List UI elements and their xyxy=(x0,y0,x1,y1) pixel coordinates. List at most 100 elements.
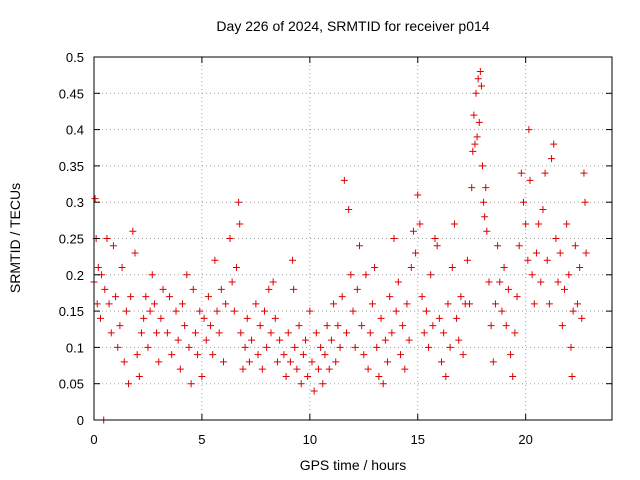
data-point xyxy=(537,278,545,286)
data-point xyxy=(567,343,575,351)
data-point xyxy=(237,329,245,337)
data-point xyxy=(191,329,199,337)
data-point xyxy=(135,372,143,380)
data-point xyxy=(230,307,238,315)
data-point xyxy=(263,343,271,351)
data-point xyxy=(552,235,560,242)
data-point xyxy=(286,358,294,366)
y-tick-label: 0.05 xyxy=(59,377,84,392)
data-point xyxy=(405,336,413,344)
data-point xyxy=(127,293,135,301)
data-point xyxy=(289,256,297,264)
x-tick-labels: 0 5 10 15 20 xyxy=(90,432,533,447)
data-point xyxy=(401,365,409,373)
data-point xyxy=(474,75,482,83)
data-point xyxy=(91,195,99,203)
data-point xyxy=(202,336,210,344)
data-point xyxy=(314,365,322,373)
data-point xyxy=(148,271,156,279)
data-point xyxy=(515,242,523,250)
data-point xyxy=(327,336,335,344)
data-point xyxy=(140,314,148,322)
data-point xyxy=(236,220,244,228)
data-point xyxy=(295,322,303,330)
data-point xyxy=(235,198,243,206)
data-point xyxy=(211,256,219,264)
data-point xyxy=(366,329,374,337)
data-point xyxy=(116,322,124,330)
y-tick-label: 0.5 xyxy=(66,50,84,65)
data-point xyxy=(174,336,182,344)
data-point xyxy=(485,278,493,286)
data-point xyxy=(520,198,528,206)
data-point xyxy=(472,89,480,97)
axis-ticks xyxy=(93,56,612,421)
data-point xyxy=(429,322,437,330)
data-point xyxy=(487,322,495,330)
data-point xyxy=(220,358,227,366)
data-point xyxy=(459,351,467,359)
data-point xyxy=(558,322,566,330)
data-point xyxy=(371,264,379,272)
data-point xyxy=(535,220,543,228)
y-tick-label: 0.1 xyxy=(66,340,84,355)
data-point xyxy=(256,322,264,330)
data-point xyxy=(442,372,450,380)
data-point xyxy=(524,256,532,264)
data-point xyxy=(94,264,102,272)
data-point xyxy=(129,227,137,235)
data-point xyxy=(468,184,476,192)
data-point xyxy=(390,235,398,242)
data-point xyxy=(403,300,411,308)
data-point xyxy=(409,227,417,235)
data-point xyxy=(101,285,109,293)
data-point xyxy=(105,300,113,308)
data-point xyxy=(297,380,305,388)
data-point xyxy=(325,365,333,373)
data-point xyxy=(245,358,253,366)
data-point xyxy=(120,358,128,366)
data-point xyxy=(569,307,577,315)
data-point xyxy=(215,329,223,337)
data-point xyxy=(338,293,346,301)
data-point xyxy=(471,140,479,148)
data-point xyxy=(347,271,355,279)
data-point xyxy=(541,169,549,177)
data-point xyxy=(479,162,486,170)
data-point xyxy=(131,249,139,257)
data-point xyxy=(176,365,184,373)
x-tick-label: 20 xyxy=(518,432,532,447)
data-point xyxy=(133,351,141,359)
data-point xyxy=(355,242,363,250)
data-point xyxy=(290,285,298,293)
data-point xyxy=(159,285,167,293)
data-point xyxy=(364,365,372,373)
data-point xyxy=(425,343,433,351)
data-point xyxy=(276,336,284,344)
data-point xyxy=(418,293,426,301)
data-point xyxy=(207,322,215,330)
data-point xyxy=(267,329,275,337)
data-point xyxy=(496,278,504,286)
y-tick-label: 0 xyxy=(77,413,84,428)
data-point xyxy=(392,307,400,315)
x-axis-label: GPS time / hours xyxy=(300,457,407,473)
data-point xyxy=(435,314,443,322)
data-point xyxy=(420,329,428,337)
data-point xyxy=(561,285,569,293)
data-point xyxy=(532,249,540,257)
data-point xyxy=(581,198,589,206)
data-points xyxy=(90,68,590,424)
data-point xyxy=(103,235,111,242)
data-point xyxy=(150,300,158,308)
data-point xyxy=(412,249,420,257)
data-point xyxy=(455,336,463,344)
data-point xyxy=(509,372,517,380)
data-point xyxy=(137,329,145,337)
data-point xyxy=(340,176,348,184)
data-point xyxy=(433,242,441,250)
x-tick-label: 10 xyxy=(303,432,317,447)
data-point xyxy=(302,336,310,344)
data-point xyxy=(343,329,351,337)
data-point xyxy=(345,205,353,213)
